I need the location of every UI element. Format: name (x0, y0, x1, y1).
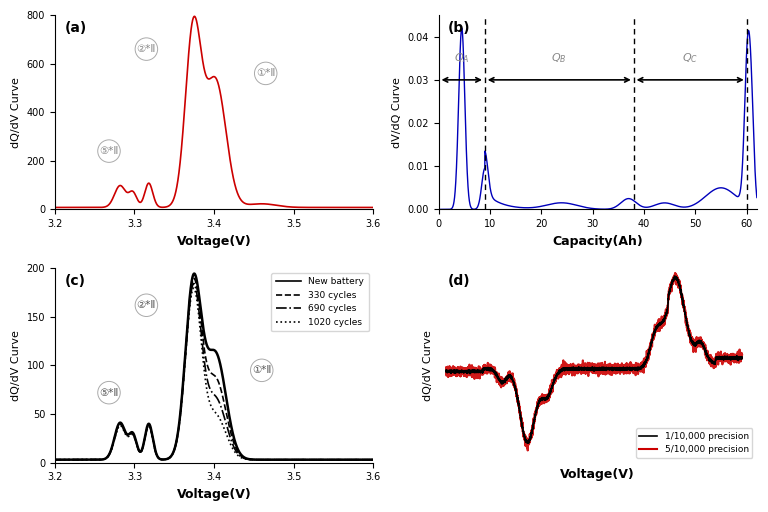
Text: ②*Ⅱ: ②*Ⅱ (137, 44, 156, 54)
Legend: 1/10,000 precision, 5/10,000 precision: 1/10,000 precision, 5/10,000 precision (636, 429, 753, 458)
Y-axis label: dQ/dV Curve: dQ/dV Curve (11, 77, 21, 147)
5/10,000 precision (566, 365, 575, 371)
5/10,000 precision (442, 365, 451, 371)
1/10,000 precision (657, 321, 666, 327)
Text: (a): (a) (65, 21, 87, 35)
Text: (d): (d) (449, 274, 471, 288)
Text: ②*Ⅱ: ②*Ⅱ (137, 300, 156, 310)
Line: 1/10,000 precision: 1/10,000 precision (446, 276, 742, 443)
Text: ⑤*Ⅱ: ⑤*Ⅱ (99, 146, 119, 156)
1/10,000 precision (582, 367, 591, 373)
Text: (b): (b) (449, 21, 471, 35)
Text: ⑤*Ⅱ: ⑤*Ⅱ (99, 388, 119, 398)
X-axis label: Capacity(Ah): Capacity(Ah) (552, 234, 643, 248)
Legend: New battery, 330 cycles, 690 cycles, 1020 cycles: New battery, 330 cycles, 690 cycles, 102… (271, 273, 369, 331)
Text: (c): (c) (65, 274, 85, 288)
5/10,000 precision (670, 270, 680, 276)
X-axis label: Voltage(V): Voltage(V) (177, 488, 251, 501)
Line: 5/10,000 precision: 5/10,000 precision (446, 273, 742, 451)
5/10,000 precision (568, 367, 578, 373)
Text: ①*Ⅱ: ①*Ⅱ (252, 366, 271, 375)
Y-axis label: dQ/dV Curve: dQ/dV Curve (11, 330, 21, 401)
Y-axis label: dV/dQ Curve: dV/dQ Curve (392, 77, 402, 147)
Y-axis label: dQ/dV Curve: dQ/dV Curve (423, 330, 433, 401)
1/10,000 precision (737, 355, 746, 361)
1/10,000 precision (442, 368, 451, 374)
5/10,000 precision (737, 352, 746, 358)
Text: ①*Ⅱ: ①*Ⅱ (256, 69, 276, 78)
Text: $Q_C$: $Q_C$ (682, 51, 698, 65)
1/10,000 precision (713, 355, 723, 361)
5/10,000 precision (729, 355, 738, 361)
1/10,000 precision (729, 354, 738, 360)
5/10,000 precision (713, 349, 723, 355)
X-axis label: Voltage(V): Voltage(V) (561, 468, 635, 481)
X-axis label: Voltage(V): Voltage(V) (177, 234, 251, 248)
5/10,000 precision (582, 365, 591, 371)
1/10,000 precision (524, 440, 533, 446)
1/10,000 precision (568, 365, 578, 371)
5/10,000 precision (657, 319, 666, 326)
1/10,000 precision (566, 366, 575, 372)
Text: $Q_B$: $Q_B$ (551, 51, 567, 65)
1/10,000 precision (670, 273, 680, 280)
5/10,000 precision (523, 447, 532, 454)
Text: $Q_A$: $Q_A$ (454, 51, 469, 65)
